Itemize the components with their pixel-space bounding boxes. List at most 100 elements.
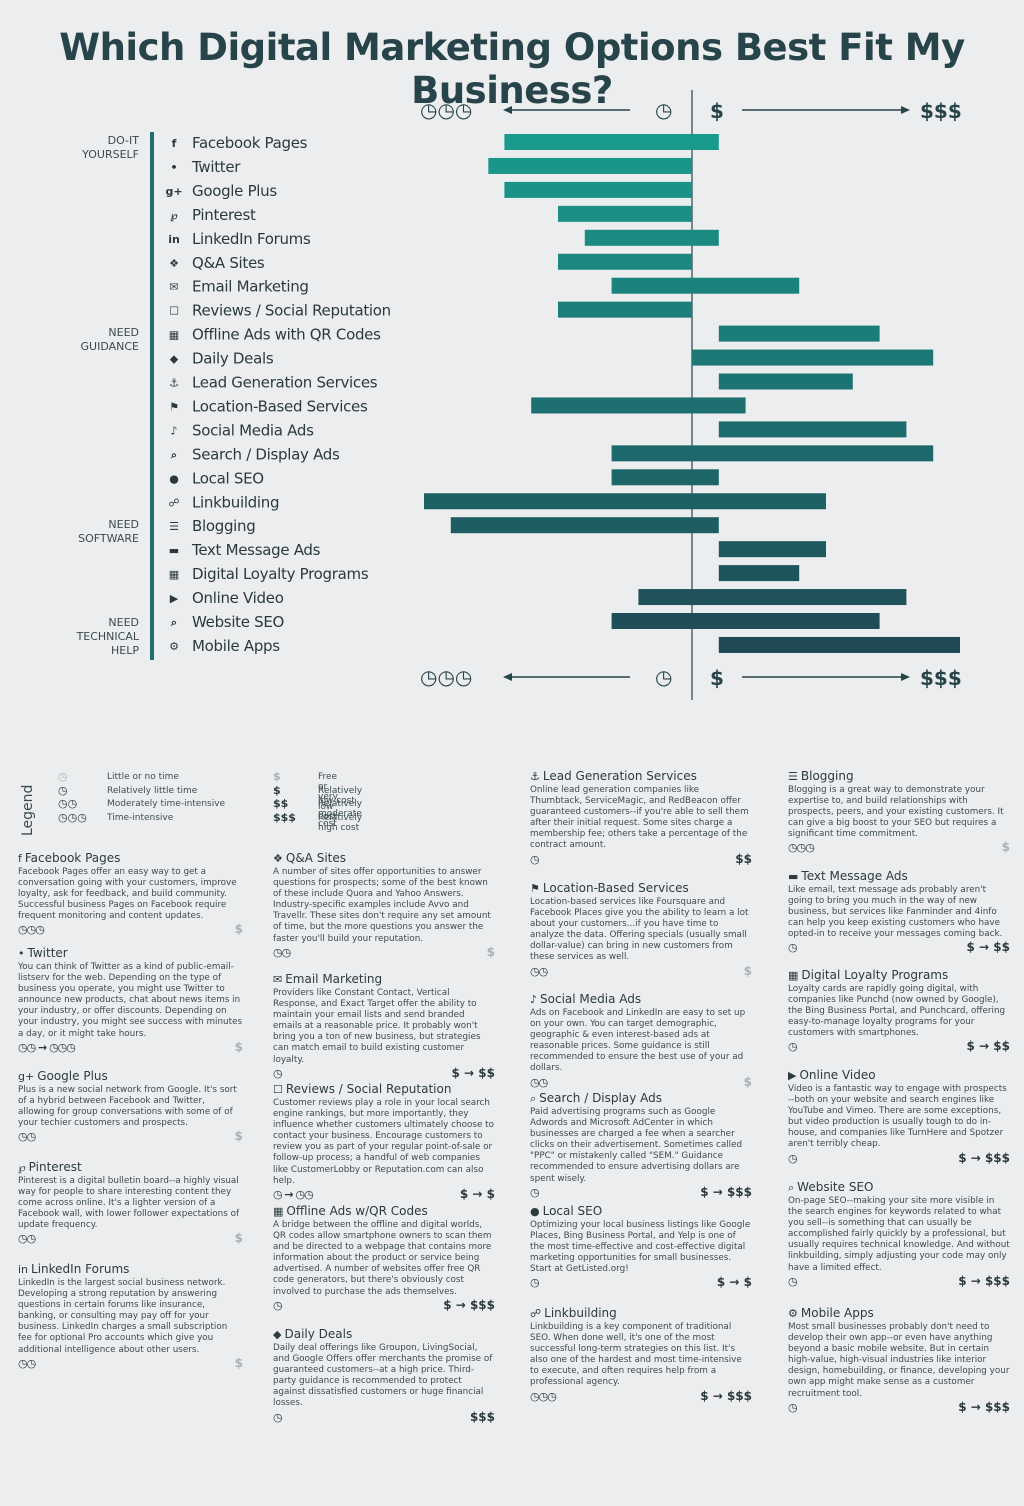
legend-time-symbol: ◷◷ bbox=[58, 797, 78, 810]
description-card: ● Local SEO Optimizing your local business… bbox=[530, 1204, 752, 1291]
card-title-text: Reviews / Social Reputation bbox=[285, 1082, 452, 1096]
card-icon: ◆ bbox=[273, 1328, 282, 1341]
card-footer: ◷ $ → $$$ bbox=[788, 1399, 1010, 1416]
card-footer: ◷ $ → $$ bbox=[273, 1067, 495, 1082]
category-label: Pinterest bbox=[192, 206, 256, 224]
card-footer: ◷ $ → $$ bbox=[788, 940, 1010, 956]
card-description: Ads on Facebook and LinkedIn are easy to… bbox=[530, 1008, 746, 1074]
card-time-rating: ◷◷◷ bbox=[788, 841, 815, 855]
card-title-text: Offline Ads w/QR Codes bbox=[286, 1204, 428, 1218]
card-time-rating: ◷◷ → ◷◷◷ bbox=[18, 1040, 76, 1054]
card-title-text: Q&A Sites bbox=[285, 851, 346, 865]
bar bbox=[638, 589, 907, 606]
card-footer: ◷ $ → $$$ bbox=[530, 1186, 752, 1201]
description-card: ☰ Blogging Blogging is a great way to demo… bbox=[788, 769, 1010, 856]
category-label: Email Marketing bbox=[192, 278, 309, 296]
card-description: Linkbuilding is a key component of tradi… bbox=[530, 1322, 742, 1388]
bar bbox=[718, 565, 800, 582]
axis-time-start-icon-bottom: ◷ bbox=[655, 665, 672, 689]
description-card: ☍ Linkbuilding Linkbuilding is a key compo… bbox=[530, 1306, 752, 1405]
group-label: YOURSELF bbox=[81, 148, 139, 161]
card-cost-rating: $ bbox=[234, 1231, 243, 1246]
card-title-text: Facebook Pages bbox=[24, 851, 121, 865]
card-title-text: Email Marketing bbox=[285, 972, 383, 986]
axis-time-arrowhead-bottom bbox=[503, 673, 512, 681]
group-label: GUIDANCE bbox=[81, 340, 140, 353]
category-icon: in bbox=[168, 233, 180, 246]
card-cost-rating: $ bbox=[486, 944, 495, 959]
axis-time-end-icons-top: ◷◷◷ bbox=[420, 98, 472, 122]
card-footer: ◷ $$ bbox=[530, 853, 752, 868]
card-cost-rating: $ → $ bbox=[459, 1186, 495, 1201]
card-time-rating: ◷ bbox=[530, 1276, 540, 1290]
card-footer: ◷◷◷ $ bbox=[788, 840, 1010, 856]
card-title-text: Location-Based Services bbox=[542, 881, 689, 895]
card-description: LinkedIn is the largest social business … bbox=[18, 1278, 228, 1355]
bar bbox=[718, 373, 853, 390]
card-description: On-page SEO--making your site more visib… bbox=[788, 1196, 1010, 1273]
card-cost-rating: $ bbox=[1001, 840, 1010, 855]
card-title: ⌕ Search / Display Ads bbox=[530, 1091, 752, 1106]
card-title-text: Digital Loyalty Programs bbox=[801, 968, 949, 982]
bar bbox=[558, 301, 692, 318]
card-footer: ◷ $ → $$$ bbox=[788, 1152, 1010, 1167]
card-time-rating: ◷ → ◷◷ bbox=[273, 1187, 314, 1201]
card-icon: ▦ bbox=[273, 1205, 284, 1218]
category-icon: f bbox=[172, 137, 177, 150]
bar bbox=[611, 277, 800, 294]
card-title: ⌕ Website SEO bbox=[788, 1180, 1010, 1195]
card-title-text: Daily Deals bbox=[284, 1327, 353, 1341]
bar bbox=[504, 181, 692, 198]
card-description: Plus is a new social network from Google… bbox=[18, 1085, 237, 1129]
description-card: ✉ Email Marketing Providers like Constant … bbox=[273, 972, 495, 1082]
card-description: Optimizing your local business listings … bbox=[530, 1220, 751, 1275]
description-card: ▶ Online Video Video is a fantastic way to… bbox=[788, 1068, 1010, 1167]
card-cost-rating: $ → $$$ bbox=[443, 1297, 495, 1312]
group-label: DO-IT bbox=[108, 134, 140, 147]
legend-time-text: Moderately time-intensive bbox=[107, 799, 226, 809]
card-time-rating: ◷ bbox=[788, 1040, 798, 1054]
card-footer: ◷ $ → $ bbox=[530, 1276, 752, 1291]
card-icon: ⌕ bbox=[788, 1181, 795, 1194]
description-card: ☐ Reviews / Social Reputation Customer rev… bbox=[273, 1082, 495, 1203]
card-time-rating: ◷◷◷ bbox=[530, 1389, 557, 1403]
axis-cost-arrowhead-bottom bbox=[901, 673, 910, 681]
card-title: g+ Google Plus bbox=[18, 1069, 243, 1084]
category-label: Text Message Ads bbox=[191, 541, 321, 559]
description-card: ♪ Social Media Ads Ads on Facebook and Lin… bbox=[530, 992, 752, 1091]
description-card: ▬ Text Message Ads Like email, text messag… bbox=[788, 869, 1010, 956]
card-icon: ▬ bbox=[788, 870, 799, 883]
bar bbox=[504, 134, 719, 150]
bar bbox=[450, 517, 719, 534]
card-title-text: Text Message Ads bbox=[801, 869, 908, 883]
category-icon: • bbox=[170, 161, 177, 174]
legend-cost-symbol: $ bbox=[273, 783, 281, 797]
card-footer: ◷◷◷ $ bbox=[18, 923, 243, 938]
category-icon: ⚓ bbox=[169, 377, 179, 390]
card-time-rating: ◷◷◷ bbox=[18, 923, 45, 937]
card-cost-rating: $ → $$ bbox=[966, 940, 1010, 955]
card-icon: in bbox=[18, 1263, 29, 1276]
card-description: Loyalty cards are rapidly going digital,… bbox=[788, 984, 1006, 1039]
card-footer: ◷◷ $ bbox=[18, 1231, 243, 1247]
description-card: ▦ Digital Loyalty Programs Loyalty cards a… bbox=[788, 968, 1010, 1055]
bar bbox=[692, 349, 934, 366]
category-label: Social Media Ads bbox=[192, 421, 314, 439]
category-label: Location-Based Services bbox=[192, 397, 368, 415]
category-icon: ◆ bbox=[170, 353, 179, 366]
card-cost-rating: $ → $$$ bbox=[958, 1399, 1010, 1414]
description-card: ⌕ Search / Display Ads Paid advertising pr… bbox=[530, 1091, 752, 1201]
card-time-rating: ◷◷ bbox=[530, 964, 548, 978]
card-title: ♪ Social Media Ads bbox=[530, 992, 752, 1007]
card-footer: ◷◷ → ◷◷◷ $ bbox=[18, 1040, 243, 1056]
description-card: ⌕ Website SEO On-page SEO--making your sit… bbox=[788, 1180, 1010, 1290]
card-time-rating: ◷ bbox=[273, 1298, 283, 1312]
card-time-rating: ◷◷ bbox=[18, 1356, 36, 1370]
category-icon: ▶ bbox=[170, 592, 179, 605]
legend-cost-symbol: $$ bbox=[273, 797, 289, 810]
card-footer: ◷ $ → $$$ bbox=[788, 1275, 1010, 1290]
category-label: Local SEO bbox=[192, 469, 264, 487]
bar bbox=[424, 493, 826, 510]
legend-title-wrap: Legend bbox=[18, 778, 36, 838]
card-time-rating: ◷◷ bbox=[530, 1075, 548, 1089]
